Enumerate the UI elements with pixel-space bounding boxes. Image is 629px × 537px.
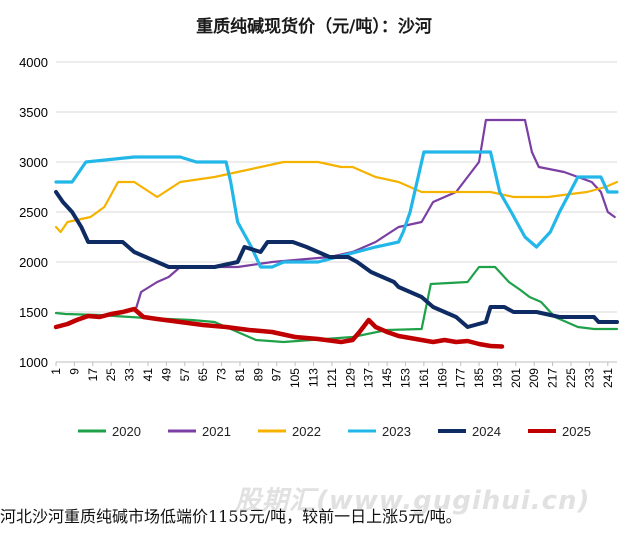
series-lines (53, 118, 619, 349)
series-line-2025 (53, 306, 505, 349)
series-line-2022 (54, 160, 619, 234)
x-tick-label: 73 (215, 368, 229, 382)
y-axis: 1000 1500 2000 2500 3000 3500 4000 (19, 55, 48, 370)
x-tick-label: 121 (325, 368, 339, 388)
y-tick-label: 2500 (19, 205, 48, 220)
x-tick-label: 65 (196, 368, 210, 382)
x-tick-label: 225 (564, 368, 578, 388)
y-tick-label: 4000 (19, 55, 48, 70)
x-tick-label: 185 (472, 368, 486, 388)
x-tick-label: 9 (67, 368, 81, 375)
x-tick-label: 241 (601, 368, 615, 388)
x-tick-label: 153 (398, 368, 412, 388)
x-tick-label: 1 (49, 368, 63, 375)
x-tick-label: 177 (454, 368, 468, 388)
x-tick-label: 105 (288, 368, 302, 388)
grid-lines (56, 61, 617, 363)
x-tick-label: 129 (343, 368, 357, 388)
y-tick-label: 2000 (19, 255, 48, 270)
y-tick-label: 3500 (19, 105, 48, 120)
y-tick-label: 1000 (19, 355, 48, 370)
x-tick-label: 145 (380, 368, 394, 388)
x-tick-label: 113 (307, 368, 321, 387)
x-tick-label: 49 (159, 368, 173, 382)
caption-text: 河北沙河重质纯碱市场低端价1155元/吨，较前一日上涨5元/吨。 (0, 507, 462, 526)
x-tick-label: 233 (582, 368, 596, 388)
x-tick-label: 169 (435, 368, 449, 388)
x-tick-label: 25 (104, 368, 118, 382)
y-tick-label: 3000 (19, 155, 48, 170)
x-tick-label: 97 (270, 368, 284, 382)
x-tick-label: 89 (251, 368, 265, 382)
series-line-2024 (54, 190, 619, 329)
x-tick-label: 217 (546, 368, 560, 388)
x-tick-label: 33 (123, 368, 137, 382)
legend-label-2020: 2020 (112, 424, 141, 439)
x-axis: 1 9 17 25 33 41 49 57 65 73 81 89 97 105 113 121 129 137 1… (49, 361, 617, 388)
legend: 2020 2021 2022 2023 2024 2025 (78, 424, 591, 439)
x-tick-label: 17 (86, 368, 100, 382)
x-tick-label: 193 (490, 368, 504, 388)
legend-label-2021: 2021 (202, 424, 231, 439)
legend-label-2023: 2023 (382, 424, 411, 439)
x-tick-label: 81 (233, 368, 247, 382)
series-line-2020 (54, 265, 619, 344)
legend-label-2025: 2025 (562, 424, 591, 439)
price-line-chart: 重质纯碱现货价（元/吨）：沙河 1000 1500 2000 2500 3000 3500… (19, 16, 619, 439)
legend-label-2022: 2022 (292, 424, 321, 439)
y-tick-label: 1500 (19, 305, 48, 320)
series-line-2023 (54, 150, 619, 269)
x-tick-label: 209 (527, 368, 541, 388)
x-tick-label: 57 (178, 368, 192, 382)
series-line-2021 (135, 118, 616, 309)
chart-title: 重质纯碱现货价（元/吨）：沙河 (196, 16, 432, 37)
x-tick-label: 41 (141, 368, 155, 382)
legend-label-2024: 2024 (472, 424, 501, 439)
x-tick-label: 201 (509, 368, 523, 388)
x-tick-label: 137 (362, 368, 376, 388)
x-tick-label: 161 (417, 368, 431, 388)
